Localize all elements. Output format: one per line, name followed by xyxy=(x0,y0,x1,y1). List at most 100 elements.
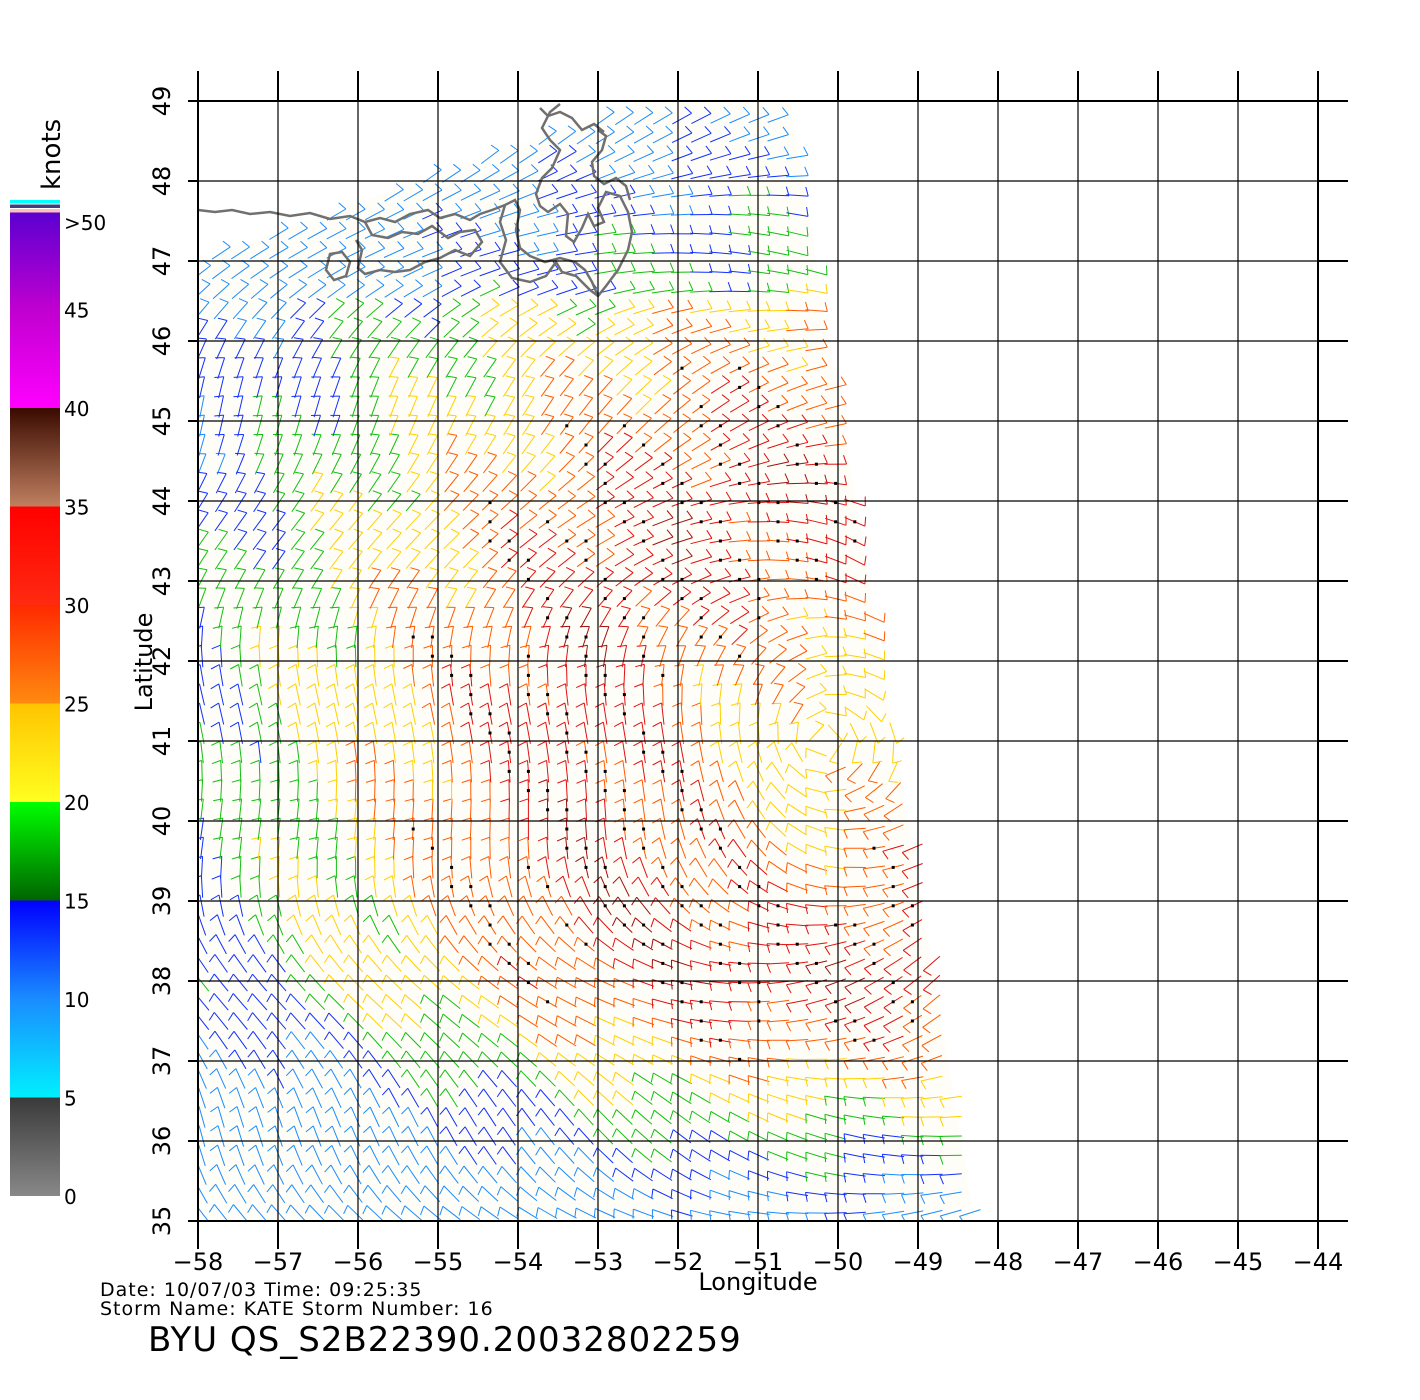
wind-barb-flag xyxy=(611,261,617,271)
rain-flag-dot xyxy=(603,577,607,581)
wind-barb xyxy=(331,454,342,475)
wind-barb-flag xyxy=(744,472,751,482)
wind-barb-flag xyxy=(567,547,576,554)
wind-barb xyxy=(634,457,653,472)
wind-barb-flag xyxy=(626,490,635,498)
wind-barb-flag xyxy=(285,1049,293,1058)
wind-barb-flag xyxy=(696,644,706,647)
wind-barb-flag xyxy=(746,300,751,310)
wind-barb-flag xyxy=(862,1214,867,1221)
wind-barb-flag xyxy=(554,1089,560,1099)
wind-barb xyxy=(218,395,224,418)
wind-barb-flag xyxy=(683,355,692,363)
wind-barb xyxy=(445,1126,458,1147)
wind-barb xyxy=(200,856,204,879)
wind-barb-flag xyxy=(594,740,604,747)
wind-barb xyxy=(310,551,325,570)
wind-barb xyxy=(671,555,693,565)
wind-barb xyxy=(369,434,380,456)
wind-barb-flag xyxy=(724,472,732,481)
wind-barb xyxy=(523,607,534,629)
wind-barb-flag xyxy=(863,968,872,976)
wind-barb-flag xyxy=(324,914,333,922)
wind-barb xyxy=(520,340,537,358)
wind-barb xyxy=(556,996,577,1008)
rain-flag-dot xyxy=(891,885,895,889)
wind-barb xyxy=(444,474,459,493)
wind-barb xyxy=(290,531,306,551)
wind-barb-flag xyxy=(423,798,434,802)
wind-barb-flag xyxy=(385,798,395,802)
wind-barb-flag xyxy=(237,548,247,552)
rain-flag-dot xyxy=(469,712,473,716)
rain-flag-dot xyxy=(622,501,626,505)
rain-flag-dot xyxy=(622,424,626,428)
wind-barb-flag xyxy=(648,299,655,308)
wind-barb xyxy=(271,973,287,992)
wind-barb xyxy=(805,537,828,545)
wind-barb-flag xyxy=(365,779,376,783)
wind-barb xyxy=(521,1088,536,1107)
wind-barb-flag xyxy=(216,337,226,340)
wind-barb xyxy=(404,994,422,1010)
wind-barb-flag xyxy=(528,509,538,516)
wind-barb xyxy=(843,1114,866,1120)
wind-barb-flag xyxy=(535,1015,539,1025)
wind-barb xyxy=(728,1190,751,1198)
rain-flag-dot xyxy=(546,597,550,601)
wind-barb-flag xyxy=(266,1031,273,1040)
observation-date-time: Date: 10/07/03 Time: 09:25:35 xyxy=(100,1279,423,1301)
wind-barb xyxy=(271,954,286,973)
wind-barb-flag xyxy=(285,1164,294,1172)
wind-barb-flag xyxy=(373,509,383,514)
wind-barb-flag xyxy=(798,662,807,670)
wind-barb-flag xyxy=(285,993,291,1003)
wind-barb-flag xyxy=(706,300,713,309)
wind-barb xyxy=(575,305,597,316)
wind-barb-flag xyxy=(843,811,850,821)
wind-barb xyxy=(426,1126,439,1147)
wind-barb-flag xyxy=(362,1031,368,1041)
wind-barb xyxy=(483,1126,497,1146)
wind-barb xyxy=(481,552,499,569)
wind-barb xyxy=(787,650,808,662)
wind-barb xyxy=(824,636,847,638)
wind-barb xyxy=(200,625,204,649)
wind-barb xyxy=(275,395,283,418)
wind-barb-flag xyxy=(528,528,538,535)
wind-barb xyxy=(613,306,635,315)
wind-barb xyxy=(718,722,723,744)
wind-barb-flag xyxy=(292,356,303,359)
wind-barb-flag xyxy=(256,317,266,322)
wind-barb xyxy=(315,626,319,648)
wind-barb xyxy=(354,645,357,668)
wind-barb-flag xyxy=(427,395,437,397)
wind-barb-flag xyxy=(881,1097,886,1107)
wind-barb-flag xyxy=(882,889,889,898)
wind-barb-flag xyxy=(326,644,337,649)
wind-barb xyxy=(307,265,327,279)
wind-barb-flag xyxy=(381,1050,388,1059)
wind-barb xyxy=(405,955,422,972)
wind-barb-flag xyxy=(613,721,623,728)
legend-label: >50 xyxy=(64,211,106,235)
wind-barb xyxy=(198,976,210,992)
wind-barb xyxy=(236,1144,245,1166)
wind-barb xyxy=(374,779,376,802)
wind-barb xyxy=(546,837,549,860)
wind-barb xyxy=(616,379,633,396)
rain-flag-dot xyxy=(642,923,646,927)
wind-barb-flag xyxy=(287,683,296,690)
wind-barb-flag xyxy=(806,246,809,256)
wind-barb-flag xyxy=(255,337,265,340)
wind-barb-flag xyxy=(881,1194,887,1204)
rain-flag-dot xyxy=(891,981,895,985)
wind-barb xyxy=(198,531,209,548)
wind-barb-flag xyxy=(210,1106,219,1113)
wind-barb-flag xyxy=(881,713,887,723)
wind-barb-flag xyxy=(526,451,536,457)
wind-barb xyxy=(691,438,711,452)
wind-barb xyxy=(632,306,655,315)
wind-barb-flag xyxy=(650,1072,654,1083)
legend-top-stripe xyxy=(10,204,60,208)
